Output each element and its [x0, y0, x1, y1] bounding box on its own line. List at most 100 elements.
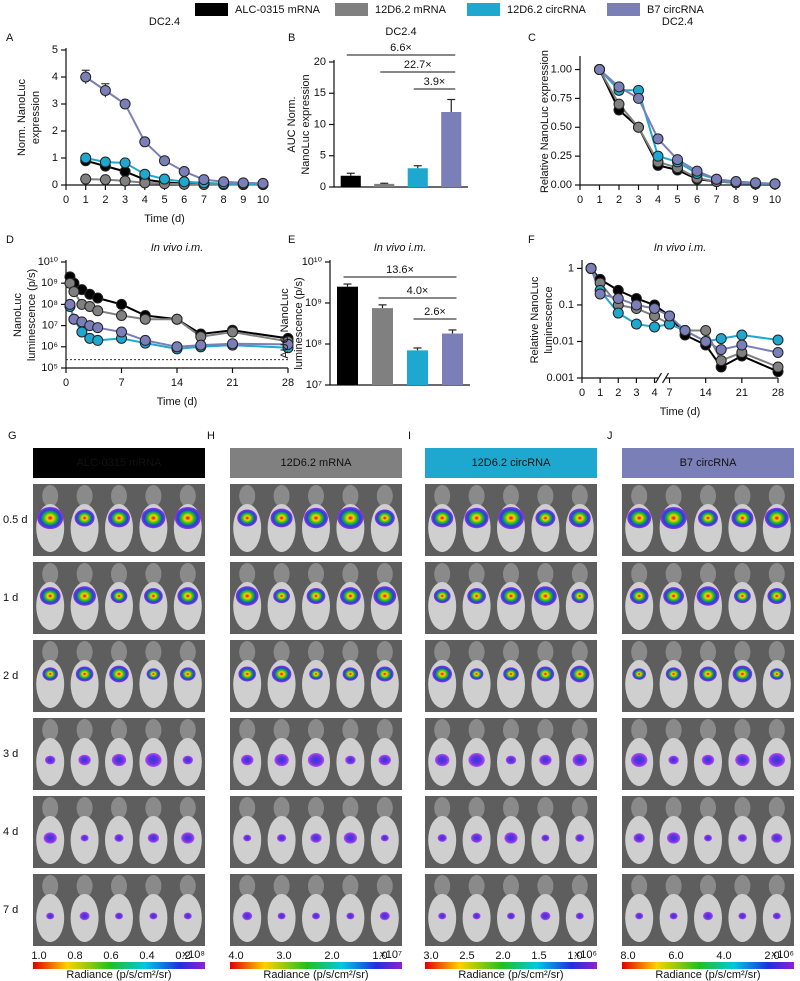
y-axis-label: luminescence (p/s) [26, 269, 38, 361]
colorbar-exponent: ×10⁷ [379, 949, 402, 961]
x-axis-label: Time (d) [157, 396, 198, 408]
x-tick-label: 2 [615, 387, 621, 399]
data-point [652, 150, 664, 162]
mouse-head [631, 719, 648, 741]
mouse-head [76, 641, 93, 663]
data-point [80, 152, 92, 164]
signal-blob [379, 911, 390, 921]
mouse-head [700, 563, 716, 585]
data-point [649, 302, 661, 314]
series-line [85, 157, 264, 186]
y-tick-label: 15 [314, 87, 326, 99]
signal-blob [568, 508, 591, 528]
data-point [227, 326, 238, 338]
y-tick-label: 1 [52, 152, 58, 164]
mouse-head [468, 485, 485, 507]
y-axis-label: luminescence (p/s) [293, 277, 305, 369]
mouse-head [273, 641, 290, 663]
data-point [198, 174, 210, 186]
y-tick-label: 2 [52, 125, 58, 137]
signal-blob [277, 912, 286, 920]
data-point [630, 318, 642, 330]
y-tick-label: 4 [52, 71, 58, 83]
y-tick-label: 0 [320, 181, 326, 193]
signal-blob [337, 506, 364, 530]
x-tick-label: 2 [102, 194, 108, 206]
y-tick-label: 0.01 [553, 335, 574, 347]
panel-header-text: B7 circRNA [680, 457, 738, 469]
panel-letter: B [288, 32, 295, 44]
signal-blob [629, 588, 649, 604]
mouse-head [145, 563, 162, 585]
x-tick-label: 4 [651, 387, 657, 399]
chart-title: In vivo i.m. [374, 242, 427, 254]
signal-blob [539, 754, 552, 766]
signal-blob [181, 832, 195, 844]
mouse-head [76, 485, 93, 507]
data-point [139, 334, 151, 346]
y-axis-label: Relative NanoLuc expression [539, 50, 551, 193]
chart-title: DC2.4 [662, 16, 693, 28]
mouse-head [179, 797, 196, 819]
mouse-head [537, 797, 554, 819]
colorbar [622, 962, 794, 969]
mouse-head [111, 875, 127, 897]
signal-blob [431, 508, 454, 528]
signal-blob [149, 912, 158, 920]
x-tick-label: 1 [83, 194, 89, 206]
y-tick-label: 0.25 [551, 150, 572, 162]
data-point [772, 334, 784, 346]
mouse-head [42, 641, 59, 663]
panel-header-text: ALC-0315 mRNA [77, 457, 163, 469]
mouse-head [768, 719, 785, 741]
y-tick-label: 5 [320, 150, 326, 162]
mouse-head [700, 641, 716, 663]
y-tick-label: 5 [52, 44, 58, 56]
mouse-head [700, 875, 716, 897]
data-point [92, 322, 104, 334]
colorbar-tick-label: 4.0 [716, 950, 731, 962]
x-axis-label: Time (d) [144, 213, 185, 225]
signal-blob [147, 833, 159, 843]
x-tick-label: 14 [700, 387, 712, 399]
signal-blob [464, 507, 489, 529]
data-point [92, 334, 104, 346]
x-tick-label: 6 [694, 194, 700, 206]
axis-break [655, 372, 663, 384]
y-axis-label: expression [30, 91, 42, 144]
colorbar-tick-label: 1.0 [372, 950, 387, 962]
y-axis-label: luminescence [543, 286, 555, 353]
signal-blob [243, 834, 252, 842]
mouse-head [308, 719, 324, 741]
y-axis-label: Relative NanoLuc [529, 276, 541, 363]
mouse-head [145, 719, 162, 741]
x-tick-label: 5 [161, 194, 167, 206]
colorbar-tick-label: 0.6 [103, 950, 118, 962]
data-point [257, 177, 269, 189]
signal-blob [534, 586, 557, 606]
signal-blob [304, 507, 328, 529]
y-tick-label: 10⁵ [41, 362, 58, 374]
mouse-head [537, 485, 554, 507]
data-point [80, 71, 92, 83]
mouse-head [145, 485, 162, 507]
comparison-label: 3.9× [424, 76, 446, 88]
mouse-head [503, 797, 519, 819]
signal-blob [472, 912, 481, 920]
mouse-head [665, 875, 682, 897]
mouse-head [734, 485, 751, 507]
signal-blob [270, 508, 293, 528]
x-tick-label: 3 [633, 387, 639, 399]
mouse-body [336, 660, 365, 708]
signal-blob [309, 668, 323, 680]
signal-blob [111, 753, 127, 767]
data-point [715, 355, 727, 367]
mouse-head [376, 485, 393, 507]
signal-blob [141, 507, 166, 529]
data-point [119, 175, 131, 187]
signal-blob [174, 506, 201, 530]
mouse-head [179, 485, 196, 507]
row-label: 2 d [3, 670, 18, 682]
signal-blob [503, 667, 519, 681]
mouse-head [308, 563, 324, 585]
